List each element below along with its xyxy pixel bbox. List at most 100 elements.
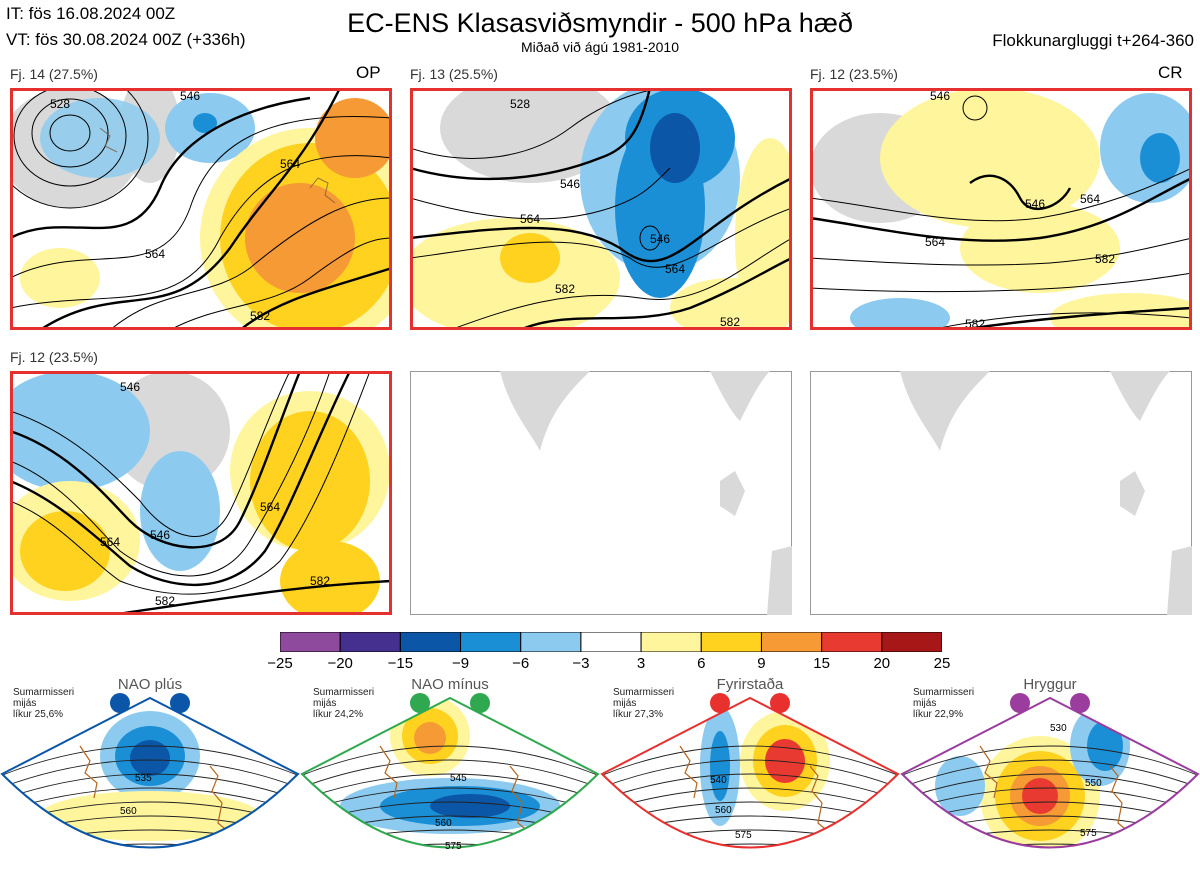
anomaly-blob: [765, 739, 805, 783]
panel-2-contour-label: 546: [560, 177, 580, 191]
regime-season: Sumarmisseri: [313, 687, 375, 698]
colorbar-swatch: [881, 632, 942, 652]
regime-map: 530 550 575: [900, 693, 1200, 871]
height-contour: [302, 745, 598, 777]
height-contour: [302, 773, 598, 801]
regime-probability: líkur 27,3%: [613, 709, 664, 720]
regime-marker-dot: [1010, 693, 1030, 713]
regime-outline: [600, 696, 900, 849]
height-contour: [602, 759, 898, 789]
regime-contour-label: 560: [120, 806, 137, 817]
regime-region: mijás: [313, 698, 337, 709]
height-contour: [302, 759, 598, 789]
panel-2-contour-label: 582: [555, 282, 575, 296]
regime-name: Fyrirstaða: [716, 676, 784, 693]
panel-2-contour-label: 582: [720, 315, 740, 329]
colorbar-swatch: [821, 632, 883, 652]
regime-outline: [300, 696, 600, 849]
regime-outline: [900, 696, 1200, 849]
regime-probability: líkur 24,2%: [313, 709, 364, 720]
colorbar-tick-label: −6: [512, 655, 530, 672]
anomaly-blob: [1022, 778, 1058, 814]
colorbar-tick-label: −3: [572, 655, 590, 672]
panel-4-contour-label: 546: [150, 528, 170, 542]
colorbar-tick-label: 3: [636, 655, 646, 672]
anomaly-blob: [430, 794, 510, 818]
height-contour: [902, 787, 1198, 813]
regime-marker-dot: [110, 693, 130, 713]
regime-contour-label: 575: [735, 830, 752, 841]
regime-season: Sumarmisseri: [13, 687, 75, 698]
colorbar-tick-label: 15: [813, 655, 830, 672]
anomaly-blob: [414, 722, 446, 754]
panel-3-contour-label: 582: [965, 317, 985, 330]
colorbar-swatch: [700, 632, 762, 652]
regime-marker-dot: [470, 693, 490, 713]
height-contour: [302, 787, 598, 813]
empty-map-5: [410, 371, 792, 615]
height-contour: [902, 843, 1198, 848]
panel-2-contour-label: 564: [665, 262, 685, 276]
panel-4-label: Fj. 12 (23.5%): [10, 349, 98, 365]
panel-4-contour-label: 582: [310, 574, 330, 588]
regime-panel: 545 560 575 NAO mínus Sumarmisseri mijás líkur…: [300, 676, 600, 871]
regime-contour-label: 530: [1050, 723, 1067, 734]
colorbar-tick-label: 6: [697, 655, 706, 672]
chart-title: EC-ENS Klasasviðsmyndir - 500 hPa hæð: [347, 8, 853, 38]
panel-2-contour-label: 546: [650, 232, 670, 246]
regime-contour-label: 540: [710, 775, 727, 786]
colorbar-tick-label: −15: [387, 655, 414, 672]
regime-map: 540 560 575: [600, 693, 900, 871]
regime-contour-label: 535: [135, 773, 152, 784]
valid-time: VT: fös 30.08.2024 00Z (+336h): [6, 30, 246, 49]
panel-1-label: Fj. 14 (27.5%): [10, 66, 98, 82]
panel-3-contour-label: 564: [1080, 192, 1100, 206]
height-contour: [302, 843, 598, 848]
regime-contour-label: 550: [1085, 778, 1102, 789]
panel-3-contour-label: 564: [925, 235, 945, 249]
regime-marker-dot: [710, 693, 730, 713]
colorbar-tick-label: 25: [933, 655, 951, 672]
height-contour: [2, 773, 298, 801]
regime-contour-label: 560: [715, 805, 732, 816]
regime-region: mijás: [913, 698, 937, 709]
height-contour: [300, 858, 600, 871]
panel-2-label: Fj. 13 (25.5%): [410, 66, 498, 82]
panel-3-contour-label: 546: [930, 89, 950, 103]
panel-4-contour-label: 564: [260, 500, 280, 514]
regime-marker-dot: [770, 693, 790, 713]
regime-map: 545 560 575: [300, 693, 600, 871]
anomaly-blob: [130, 740, 170, 776]
height-contour: [2, 759, 298, 789]
colorbar-swatch: [460, 632, 522, 652]
colorbar-swatch: [760, 632, 823, 652]
chart-subtitle: Miðað við ágú 1981-2010: [520, 39, 679, 55]
panel-2-contour-label: 528: [510, 97, 530, 111]
height-contour: [602, 787, 898, 813]
regime-contour-label: 545: [450, 773, 467, 784]
regime-contour-label: 560: [435, 818, 452, 829]
regime-contour-label: 575: [445, 841, 462, 852]
height-contour: [600, 858, 900, 871]
regime-info: Sumarmisseri mijás líkur 22,9%: [913, 687, 1003, 720]
panel-1-contour-label: 528: [50, 97, 70, 111]
panel-1-contour-label: 546: [180, 89, 200, 103]
panel-1-tag: OP: [356, 63, 381, 82]
regime-outline: [0, 696, 300, 849]
regime-marker-dot: [170, 693, 190, 713]
classification-window: Flokkunargluggi t+264-360: [992, 31, 1194, 50]
regime-info: Sumarmisseri mijás líkur 24,2%: [313, 687, 403, 720]
anomaly-blob: [710, 731, 730, 801]
anomaly-blob: [1087, 721, 1123, 771]
height-contour: [900, 858, 1200, 871]
regime-probability: líkur 25,6%: [13, 709, 64, 720]
height-contour: [602, 773, 898, 801]
height-contour: [602, 843, 898, 848]
regime-probability: líkur 22,9%: [913, 709, 964, 720]
colorbar-swatch: [640, 632, 702, 652]
height-contour: [2, 843, 298, 848]
height-contour: [902, 773, 1198, 801]
height-contour: [2, 787, 298, 813]
regime-panel: 535 560 NAO plús Sumarmisseri mijás líkur 25,…: [0, 676, 300, 871]
panel-1-contour-label: 564: [145, 247, 165, 261]
